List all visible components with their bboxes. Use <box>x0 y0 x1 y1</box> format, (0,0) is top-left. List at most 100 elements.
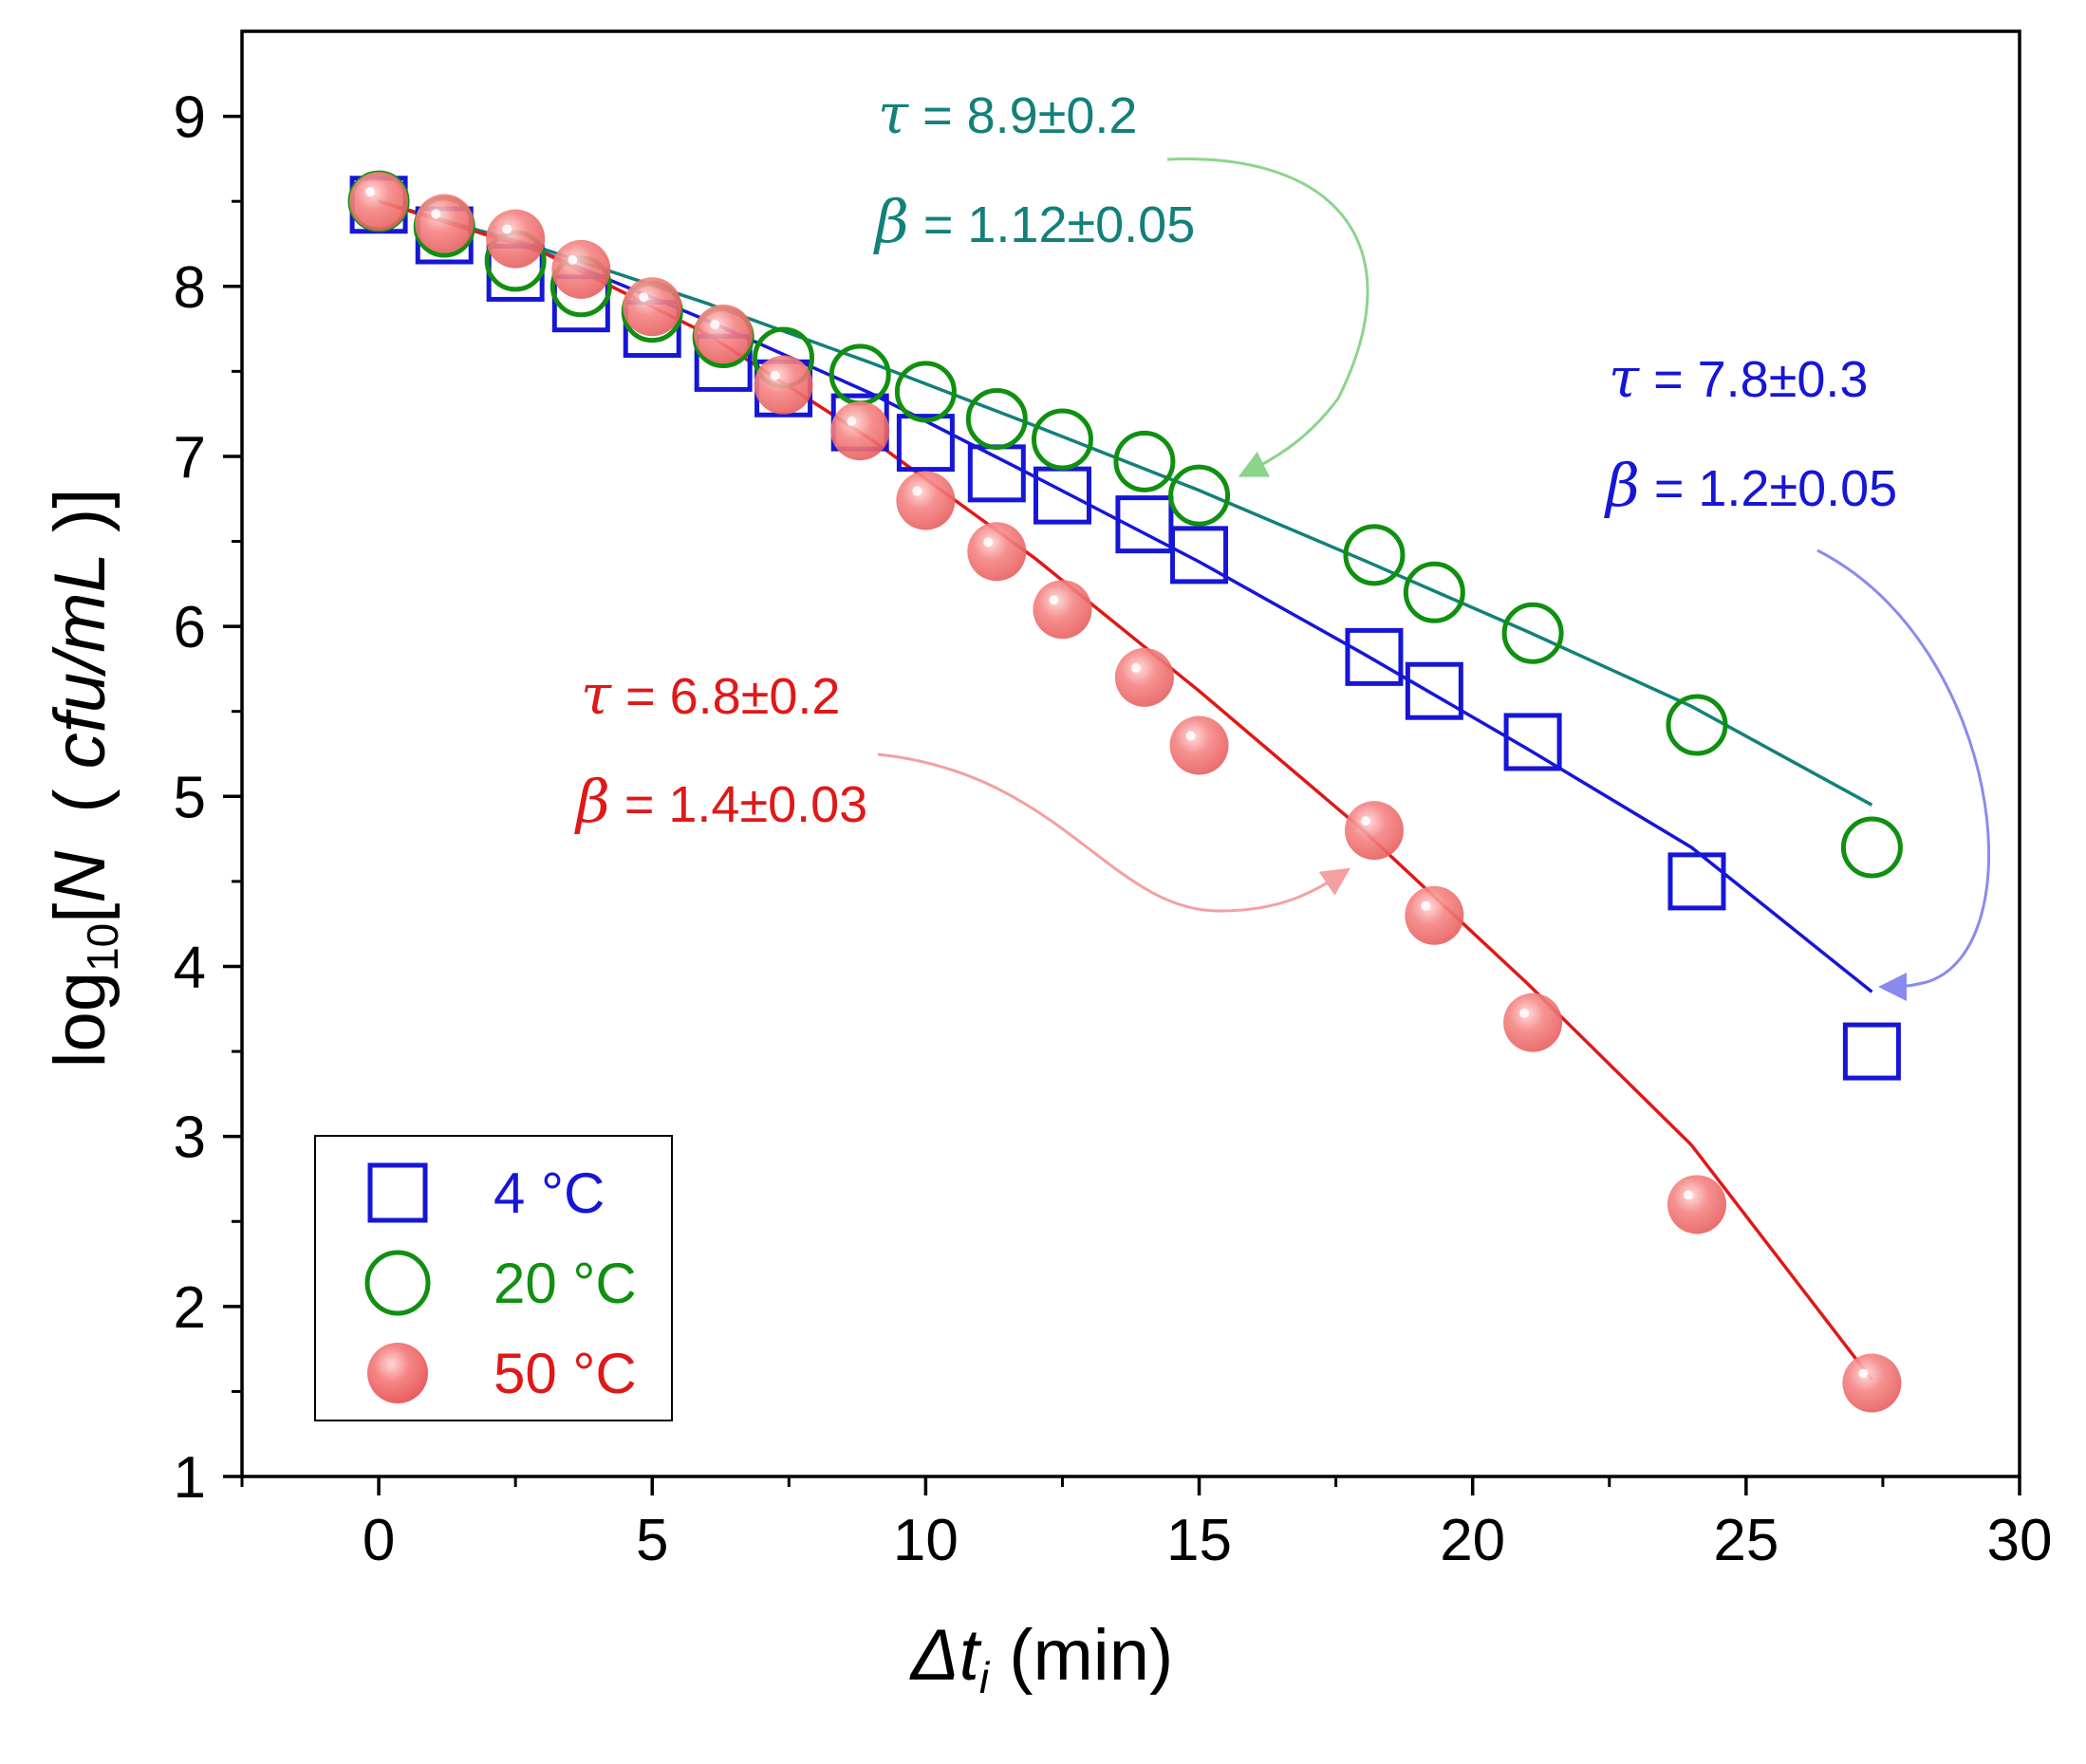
annotation-arrow-4c <box>1816 548 1991 1001</box>
data-point <box>1168 464 1231 527</box>
data-point <box>1503 713 1562 771</box>
x-tick-label: 15 <box>1166 1508 1232 1573</box>
data-point <box>965 388 1028 451</box>
legend-marker-50c <box>367 1343 428 1403</box>
data-point <box>1345 627 1404 686</box>
data-point-highlight <box>1130 662 1141 673</box>
legend-label-4c: 4 °C <box>494 1161 605 1225</box>
y-tick-label: 9 <box>174 85 206 151</box>
annotation-4c: τ = 7.8±0.3 β = 1.2±0.05 <box>1604 345 1897 520</box>
data-point <box>349 172 409 232</box>
annotation-50c-tau: τ = 6.8±0.2 <box>581 662 840 727</box>
x-tick-label: 0 <box>363 1508 395 1573</box>
legend-label-50c: 50 °C <box>494 1342 637 1405</box>
data-point <box>1503 993 1563 1052</box>
annotation-20c-beta: β = 1.12±0.05 <box>873 187 1195 256</box>
data-point <box>1170 526 1229 585</box>
data-point <box>1033 580 1092 640</box>
y-tick-label: 1 <box>174 1445 206 1511</box>
data-point-highlight <box>502 224 512 234</box>
y-tick-label: 8 <box>174 255 206 321</box>
data-point <box>486 209 546 269</box>
fit-line-0 <box>378 199 1873 993</box>
annotation-50c-beta: β = 1.4±0.03 <box>574 767 867 836</box>
data-point <box>1344 801 1404 861</box>
annotation-arrow-20c <box>1166 158 1369 477</box>
y-tick-label: 3 <box>174 1105 206 1171</box>
data-point <box>415 194 475 253</box>
plot-frame <box>240 29 2021 1478</box>
y-tick-label: 7 <box>174 425 206 491</box>
data-point <box>1842 1353 1902 1413</box>
y-tick-label: 6 <box>174 595 206 660</box>
data-point-highlight <box>710 319 720 329</box>
data-point <box>1114 647 1174 707</box>
x-tick-label: 25 <box>1713 1508 1779 1573</box>
legend-label-20c: 20 °C <box>494 1252 637 1315</box>
data-point-highlight <box>568 254 578 265</box>
legend: 4 °C 20 °C 50 °C <box>314 1135 673 1421</box>
data-point <box>1113 430 1176 492</box>
data-point-highlight <box>770 370 780 381</box>
data-point <box>894 361 957 423</box>
data-point <box>754 355 813 415</box>
data-point <box>623 277 682 337</box>
annotation-20c: τ = 8.9±0.2 β = 1.12±0.05 <box>873 82 1195 256</box>
fit-line-2 <box>378 199 1873 1381</box>
y-tick-label: 5 <box>174 765 206 830</box>
data-point <box>1031 408 1093 471</box>
data-point <box>694 304 754 363</box>
data-point <box>1405 885 1464 945</box>
data-point <box>1033 466 1091 525</box>
x-tick-label: 30 <box>1987 1508 2053 1573</box>
data-point <box>551 239 611 299</box>
data-point <box>1501 602 1564 664</box>
annotation-50c: τ = 6.8±0.2 β = 1.4±0.03 <box>574 662 867 836</box>
data-point-highlight <box>1360 816 1370 826</box>
x-tick-label: 10 <box>893 1508 959 1573</box>
data-point-highlight <box>912 486 922 496</box>
legend-marker-4c <box>367 1162 428 1223</box>
data-point-highlight <box>1858 1368 1869 1379</box>
x-tick-label: 20 <box>1440 1508 1505 1573</box>
data-point-highlight <box>1519 1008 1530 1018</box>
data-point <box>1842 1022 1901 1081</box>
data-point-highlight <box>1185 731 1196 741</box>
data-point <box>967 522 1027 582</box>
y-tick-label: 2 <box>174 1275 206 1341</box>
data-point-highlight <box>1421 901 1431 911</box>
data-point-highlight <box>847 417 857 427</box>
data-point-highlight <box>431 209 441 219</box>
data-point <box>1667 852 1726 911</box>
data-point <box>1840 816 1903 879</box>
data-point <box>1666 694 1728 756</box>
data-points <box>347 170 1903 1413</box>
data-point <box>1405 661 1463 720</box>
y-tick-label: 4 <box>174 935 206 1000</box>
axis-ticks: 0 5 10 15 20 25 30 1 2 3 4 5 6 7 8 9 <box>174 85 2053 1573</box>
data-point <box>1403 561 1465 623</box>
data-point <box>1169 715 1229 775</box>
annotation-arrow-50c <box>877 752 1350 913</box>
annotation-4c-tau: τ = 7.8±0.3 <box>1609 345 1868 410</box>
data-point-highlight <box>1683 1190 1693 1200</box>
data-point-highlight <box>983 537 994 548</box>
data-point <box>896 471 956 530</box>
legend-marker-20c <box>364 1250 431 1316</box>
data-point <box>1115 495 1174 554</box>
x-tick-label: 5 <box>636 1508 668 1573</box>
x-axis-title: Δti (min) <box>909 1615 1174 1702</box>
annotation-20c-tau: τ = 8.9±0.2 <box>878 82 1137 146</box>
data-point-highlight <box>1049 595 1059 605</box>
data-point <box>1343 524 1406 586</box>
y-axis-title: log10[N( cfu/mL )] <box>40 489 127 1068</box>
annotation-4c-beta: β = 1.2±0.05 <box>1604 451 1897 520</box>
data-point <box>830 401 890 461</box>
data-point-highlight <box>365 187 376 197</box>
data-point <box>1667 1175 1726 1235</box>
data-point <box>896 414 955 473</box>
data-point <box>967 444 1026 503</box>
series-2 <box>349 172 1902 1413</box>
data-point-highlight <box>639 292 649 303</box>
